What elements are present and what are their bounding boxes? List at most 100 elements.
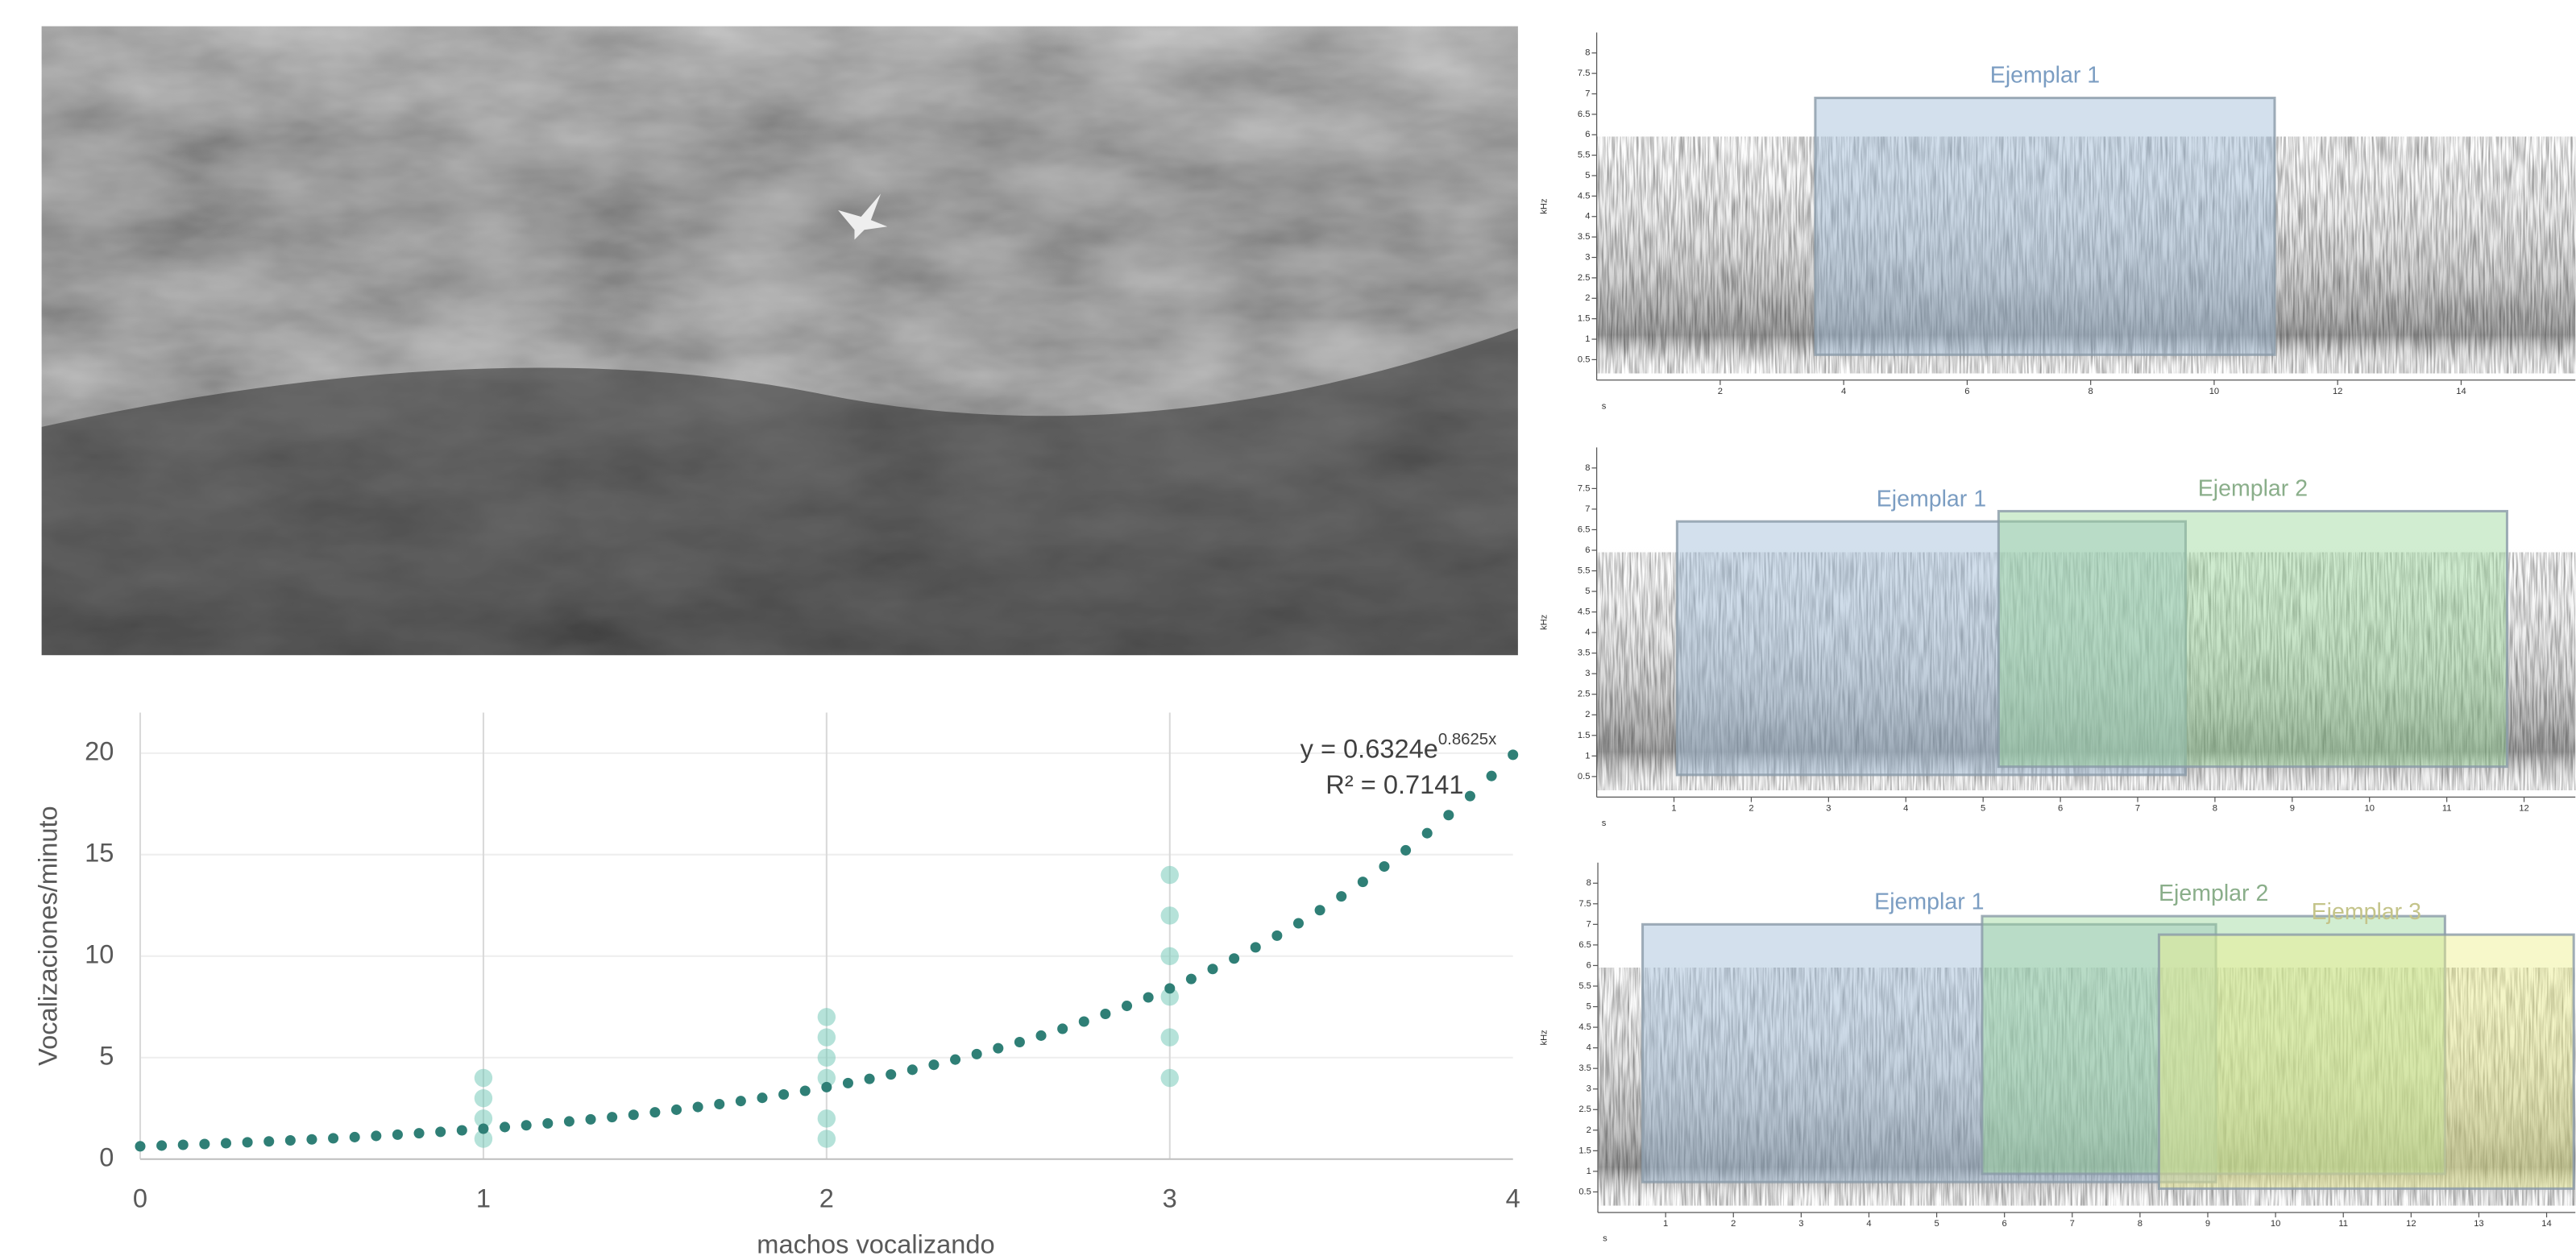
data-point [817, 1130, 836, 1148]
equation-base: y = 0.6324e [1300, 733, 1438, 763]
y-tick-label: 4 [1585, 628, 1590, 637]
trendline-dot [456, 1125, 467, 1136]
trendline-dot [1014, 1036, 1025, 1048]
data-point [1160, 1068, 1179, 1088]
trendline-dot [1229, 953, 1240, 964]
y-tick-label: 7.5 [1578, 483, 1591, 493]
trendline-dot [371, 1130, 382, 1142]
y-axis-label: kHz [1539, 198, 1549, 214]
trendline-dot [242, 1137, 253, 1148]
x-tick-label: 1 [1671, 804, 1676, 814]
trendline-dot [692, 1101, 703, 1113]
y-tick-label: 2.5 [1578, 690, 1591, 699]
y-tick-label: 6 [1585, 130, 1590, 139]
trendline-dot [263, 1136, 275, 1147]
trendline-dot [735, 1096, 746, 1107]
y-tick-label: 8 [1587, 878, 1591, 888]
trendline-dot [1164, 983, 1176, 994]
y-tick-label: 0 [99, 1142, 114, 1171]
y-tick-label: 8 [1585, 48, 1590, 58]
spectrogram-noise [1598, 968, 2576, 1206]
trendline-dot [349, 1131, 360, 1142]
y-tick-label: 5.5 [1578, 151, 1591, 160]
trendline-dot [306, 1134, 317, 1145]
x-tick-label: 2 [1718, 387, 1723, 396]
y-tick-label: 7.5 [1578, 899, 1591, 909]
x-tick-label: 11 [2338, 1219, 2348, 1229]
trendline-dot [1057, 1023, 1068, 1034]
region-label: Ejemplar 1 [1877, 486, 1986, 512]
trendline-dot [177, 1139, 189, 1150]
data-point [1160, 865, 1179, 885]
y-tick-label: 5 [1585, 587, 1590, 596]
x-tick-label: 12 [2406, 1219, 2416, 1229]
trendline-dot [842, 1077, 853, 1088]
trendline-dot [1250, 942, 1261, 953]
x-tick-label: 6 [1964, 387, 1969, 396]
trendline-equation: y = 0.6324e0.8625x [1300, 731, 1497, 762]
photo [41, 26, 1518, 656]
trendline-dot [1207, 964, 1218, 975]
x-tick-label: 3 [1826, 804, 1831, 814]
spectrogram-noise [1596, 136, 2576, 374]
trendline-dot [284, 1135, 296, 1146]
y-tick-label: 1.5 [1578, 314, 1591, 324]
y-tick-label: 3 [1585, 669, 1590, 678]
trendline-dot [328, 1133, 339, 1144]
x-tick-label: 14 [2456, 387, 2466, 396]
region-box [1997, 509, 2508, 769]
y-tick-label: 7 [1585, 504, 1590, 514]
trendline-dot [821, 1081, 832, 1092]
y-tick-label: 1.5 [1578, 1146, 1591, 1155]
y-tick-label: 10 [85, 939, 114, 968]
x-tick-label: 10 [2365, 804, 2375, 814]
y-tick-label: 2 [1585, 710, 1590, 719]
y-axis-label: kHz [1539, 614, 1549, 630]
x-tick-label: 3 [1163, 1183, 1177, 1212]
trendline-dot [1379, 861, 1390, 873]
x-tick-label: 6 [2002, 1219, 2007, 1229]
trendline-dot [906, 1064, 918, 1076]
y-tick-label: 5 [1585, 171, 1590, 180]
x-axis-label: s [1603, 1234, 1607, 1244]
region-box [1675, 520, 2187, 777]
trendline-dot [1314, 905, 1325, 916]
x-tick-label: 6 [2058, 804, 2063, 814]
y-tick-label: 6 [1585, 545, 1590, 555]
trendline-dot [607, 1112, 618, 1123]
region-box [1641, 922, 2217, 1183]
y-tick-label: 1 [1585, 751, 1590, 761]
region-label: Ejemplar 2 [2198, 476, 2308, 502]
data-point [1160, 1028, 1179, 1047]
data-point [1160, 906, 1179, 925]
region-box [2157, 933, 2575, 1190]
y-tick-label: 20 [85, 736, 114, 765]
x-tick-label: 8 [2089, 387, 2093, 396]
trendline-dot [1336, 891, 1347, 902]
y-tick-label: 0.5 [1578, 1187, 1591, 1196]
data-point [1160, 947, 1179, 966]
x-tick-label: 10 [2209, 387, 2219, 396]
x-tick-label: 10 [2271, 1219, 2280, 1229]
trendline-dot [1078, 1016, 1089, 1027]
y-tick-label: 1 [1587, 1167, 1591, 1176]
trendline-dot [714, 1098, 725, 1109]
region-box [1814, 97, 2276, 356]
x-tick-label: 4 [1841, 387, 1846, 396]
equation-exponent: 0.8625x [1438, 731, 1496, 748]
y-tick-label: 3 [1587, 1084, 1591, 1094]
spectrogram-noise [1596, 552, 2576, 790]
region-label: Ejemplar 3 [2312, 899, 2421, 925]
trendline-dot [799, 1085, 811, 1096]
x-tick-label: 9 [2290, 804, 2295, 814]
y-tick-label: 4.5 [1578, 607, 1591, 617]
data-point [474, 1088, 493, 1108]
y-tick-label: 5.5 [1578, 566, 1591, 575]
x-tick-label: 7 [2070, 1219, 2075, 1229]
x-axis-label: machos vocalizando [757, 1229, 994, 1256]
x-tick-label: 7 [2135, 804, 2140, 814]
trendline-dot [670, 1104, 682, 1115]
x-tick-label: 13 [2474, 1219, 2483, 1229]
